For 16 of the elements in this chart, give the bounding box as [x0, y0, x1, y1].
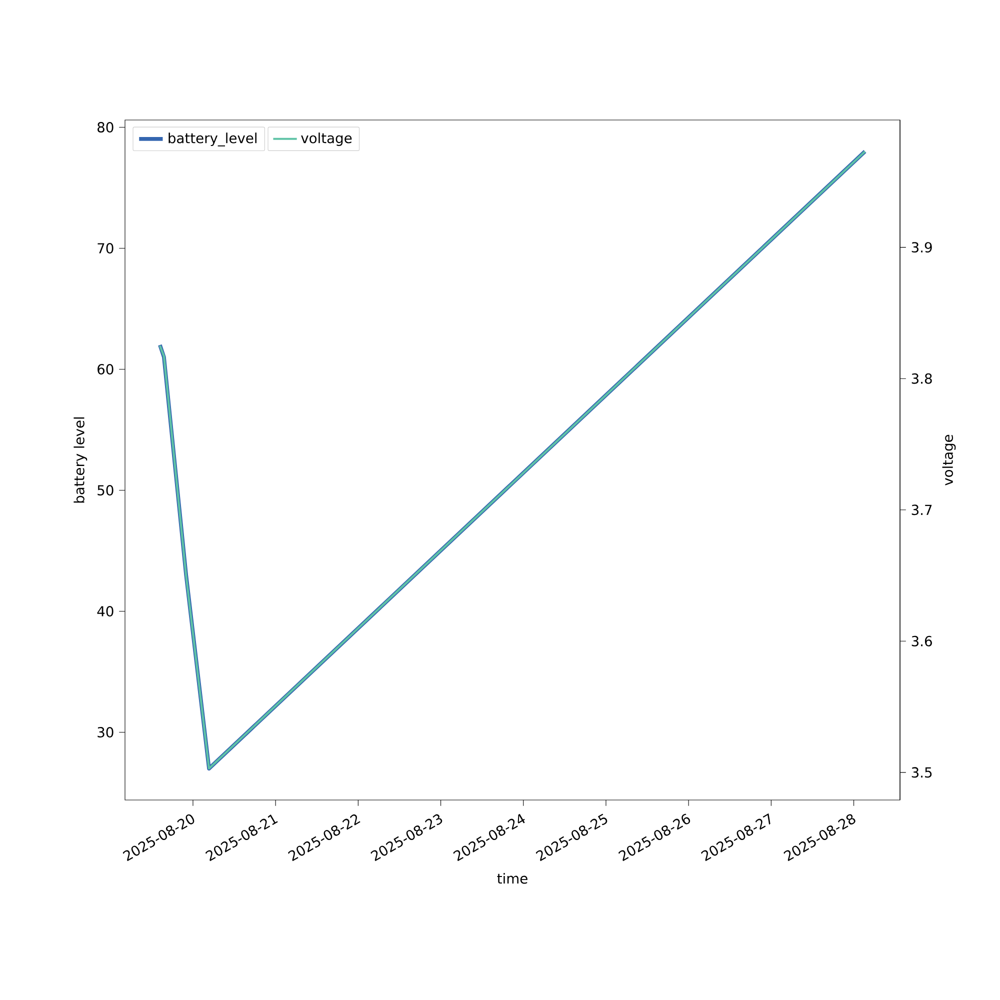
y-tick-label: 50	[98, 484, 114, 496]
y-tick-label: 60	[98, 364, 114, 374]
x-axis-title: time	[497, 873, 528, 884]
y2-tick-label: 3.7	[912, 504, 932, 516]
y-tick-label: 40	[97, 606, 114, 616]
y2-tick-label: 3.9	[912, 242, 932, 253]
y2-tick-label: 3.6	[912, 636, 932, 646]
y-tick-label: 80	[98, 122, 114, 132]
y2-tick-label: 3.5	[912, 767, 932, 778]
y2-axis-title: voltage	[942, 434, 956, 486]
legend-label: battery_level	[168, 132, 256, 146]
y-tick-label: 70	[98, 243, 114, 254]
y2-tick-label: 3.8	[912, 373, 932, 384]
legend-label: voltage	[301, 132, 352, 146]
y-axis-title: battery level	[74, 417, 88, 503]
y-tick-label: 30	[98, 726, 114, 738]
